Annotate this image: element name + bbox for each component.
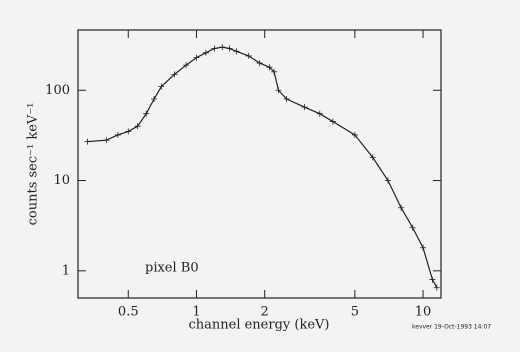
data-cross — [256, 60, 263, 67]
data-cross — [316, 110, 323, 117]
data-cross — [193, 54, 200, 61]
data-cross — [84, 138, 91, 145]
x-axis-label: channel energy (keV) — [188, 318, 329, 333]
data-cross — [420, 244, 427, 251]
data-cross — [329, 118, 336, 125]
data-cross — [301, 104, 308, 111]
data-cross — [143, 110, 150, 117]
data-cross — [398, 204, 405, 211]
data-cross — [151, 96, 158, 103]
data-cross — [211, 45, 218, 52]
data-cross — [226, 45, 233, 52]
plot-frame — [77, 29, 442, 299]
data-cross — [384, 177, 391, 184]
data-cross — [409, 224, 416, 231]
data-cross — [171, 71, 178, 78]
data-cross — [266, 64, 273, 71]
y-tick-label: 1 — [62, 263, 70, 278]
data-cross — [429, 276, 436, 283]
data-cross — [283, 96, 290, 103]
data-cross — [158, 83, 165, 90]
data-cross — [271, 68, 278, 75]
footer: kevver 19-Oct-1993 14:07 — [412, 324, 491, 331]
data-cross — [183, 62, 190, 69]
data-cross — [114, 131, 121, 138]
x-tick-label: 0.5 — [118, 305, 139, 320]
y-axis-label: counts sec⁻¹ keV⁻¹ — [26, 103, 41, 226]
x-tick-label: 2 — [261, 305, 269, 320]
data-cross — [233, 48, 240, 55]
data-cross — [125, 128, 132, 135]
data-cross — [275, 87, 282, 94]
x-tick-label: 5 — [351, 305, 359, 320]
data-cross — [245, 52, 252, 59]
data-cross — [202, 49, 209, 56]
annotation: pixel B0 — [145, 261, 199, 276]
data-cross — [103, 137, 110, 144]
data-cross — [369, 154, 376, 161]
y-tick-label: 100 — [45, 83, 70, 98]
x-tick-label: 10 — [415, 305, 432, 320]
y-tick-label: 10 — [53, 173, 70, 188]
data-cross — [134, 123, 141, 130]
x-tick-label: 1 — [192, 305, 200, 320]
data-cross — [433, 284, 440, 291]
data-cross — [351, 131, 358, 138]
data-cross — [219, 44, 226, 51]
